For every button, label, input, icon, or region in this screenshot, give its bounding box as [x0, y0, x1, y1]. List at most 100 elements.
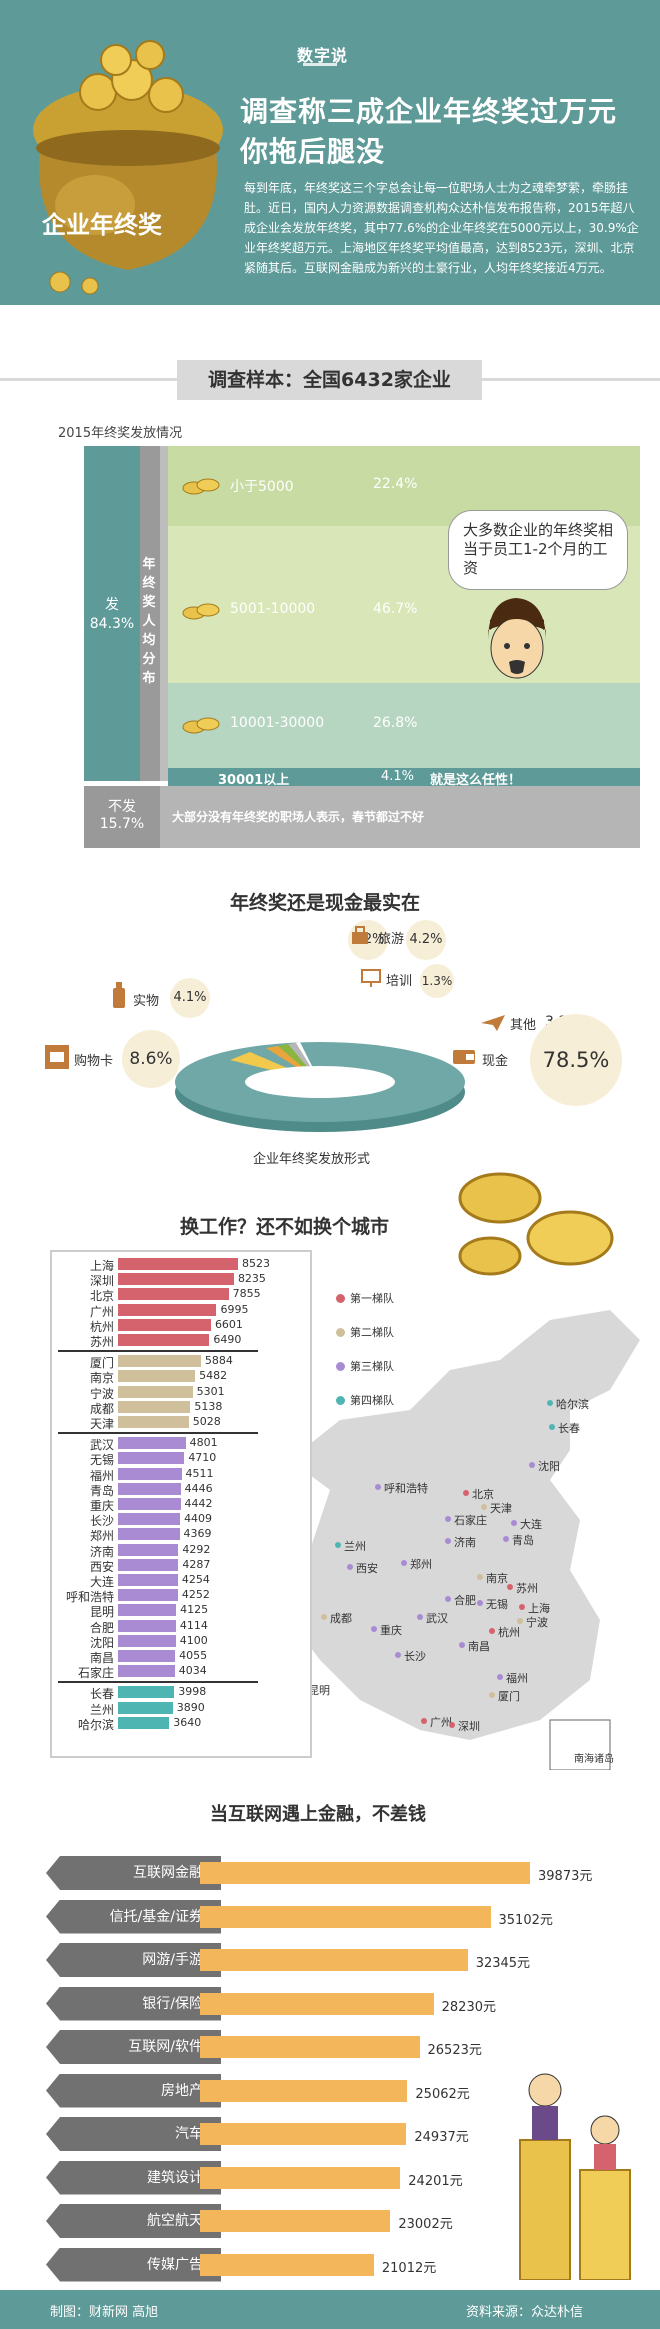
- no-issue-row: [84, 786, 640, 848]
- city-bar: [118, 1355, 201, 1368]
- map-city-dot: [421, 1718, 427, 1724]
- map-city-label: 长沙: [404, 1650, 426, 1663]
- tier-separator: [58, 1432, 258, 1435]
- city-bar-value: 6490: [213, 1333, 242, 1346]
- no-issue-column: 不发 15.7%: [84, 786, 160, 848]
- city-bar: [118, 1370, 196, 1383]
- city-bar: [118, 1604, 177, 1617]
- header-banner: 企业年终奖 数字说 调查称三成企业年终奖过万元 你拖后腿没 每到年底，年终奖这三…: [0, 0, 660, 305]
- city-bar-label: 天津: [89, 1417, 114, 1431]
- footer-bar: 制图：财新网 高旭 资料来源：众达朴信: [0, 2290, 660, 2329]
- city-bar-value: 4409: [184, 1512, 213, 1526]
- city-bar: [118, 1619, 176, 1632]
- legend-label: 第二梯队: [350, 1326, 394, 1339]
- label-goods: 实物: [133, 994, 160, 1009]
- city-bar: [118, 1513, 181, 1526]
- legend-dot: [336, 1396, 345, 1405]
- no-issue-note: 大部分没有年终奖的职场人表示，春节都过不好: [172, 810, 425, 824]
- city-bar-value: 3890: [176, 1700, 205, 1714]
- industry-label: 信托/基金/证券: [46, 1899, 221, 1934]
- source-text: 资料来源：众达朴信: [466, 2305, 584, 2320]
- south-sea-inset-label: 南海诸岛: [574, 1754, 614, 1765]
- band-over-30001: 30001以上 4.1% 就是这么任性！: [168, 768, 640, 788]
- label-card: 购物卡: [74, 1054, 114, 1069]
- donut-caption: 企业年终奖发放形式: [253, 1152, 371, 1167]
- industry-bar: [200, 2036, 420, 2058]
- city-bar-value: 4100: [179, 1633, 208, 1647]
- industry-value: 25062元: [415, 2086, 470, 2102]
- industry-value: 26523元: [427, 2043, 482, 2058]
- industries-title: 当互联网遇上金融，不差钱: [210, 1804, 426, 1825]
- industry-value: 24937元: [414, 2130, 469, 2145]
- industry-value: 21012元: [381, 2260, 437, 2276]
- forms-title: 年终奖还是现金最实在: [230, 892, 421, 914]
- industry-bar: [200, 2079, 408, 2102]
- headline-line1: 调查称三成企业年终奖过万元: [240, 95, 618, 128]
- label-other: 其他: [510, 1018, 537, 1033]
- coins-icon: [182, 717, 220, 734]
- pct-goods: 4.1%: [170, 978, 210, 1018]
- map-city-dot: [459, 1642, 465, 1648]
- map-city-dot: [449, 1722, 455, 1728]
- industry-value: 39873元: [538, 1869, 593, 1884]
- map-city-dot: [445, 1538, 451, 1544]
- city-bar-label: 北京: [89, 1289, 114, 1304]
- map-city-label: 昆明: [308, 1684, 330, 1697]
- industry-bar: [200, 2210, 391, 2232]
- city-bar-label: 兰州: [89, 1702, 114, 1717]
- city-bar-label: 武汉: [89, 1438, 114, 1453]
- band-label: 小于5000: [230, 479, 294, 495]
- map-city-label: 杭州: [498, 1626, 520, 1639]
- map-city-label: 厦门: [498, 1690, 520, 1703]
- city-bar: [118, 1334, 210, 1346]
- industry-label: 房地产: [46, 2073, 221, 2108]
- map-city-dot: [477, 1574, 483, 1580]
- city-bar-label: 大连: [89, 1575, 114, 1589]
- industry-bar: [200, 2253, 374, 2276]
- city-bar-value: 5884: [204, 1354, 233, 1368]
- distribution-caption: 2015年终奖发放情况: [58, 426, 183, 441]
- city-bar-label: 南昌: [89, 1651, 114, 1665]
- city-bar-value: 4252: [181, 1588, 210, 1602]
- map-city-label: 宁波: [526, 1616, 548, 1629]
- shopping-card-icon: [45, 1045, 69, 1069]
- map-city-dot: [463, 1490, 469, 1496]
- band-10001-30000: 10001-30000 26.8%: [168, 683, 640, 768]
- city-bar-label: 深圳: [89, 1274, 114, 1289]
- city-bar-value: 4369: [183, 1527, 212, 1541]
- city-bar-chart: 上海 8523 深圳 8235 北京 7855 广州 6995 杭州 6601 苏州 6490 厦门 58…: [50, 1250, 312, 1758]
- industry-value: 23002元: [398, 2217, 453, 2232]
- china-map: [290, 1310, 640, 1770]
- map-city-dot: [547, 1400, 553, 1406]
- map-city-dot: [445, 1596, 451, 1602]
- band-pct: 46.7%: [373, 601, 418, 617]
- band-note: 就是这么任性！: [430, 773, 522, 788]
- tier-separator: [58, 1350, 258, 1353]
- city-bar-label: 沈阳: [89, 1635, 114, 1650]
- city-bar: [118, 1400, 191, 1413]
- map-city-label: 南京: [486, 1572, 508, 1585]
- city-bar-label: 南京: [89, 1371, 114, 1386]
- brand-logo: 数字说: [297, 46, 349, 65]
- map-city-dot: [477, 1600, 483, 1606]
- goods-icon: [113, 982, 125, 1008]
- city-bar: [118, 1498, 181, 1510]
- per-capita-label: 年终奖人均分布: [142, 557, 156, 686]
- city-bar-label: 杭州: [89, 1319, 114, 1334]
- map-city-dot: [445, 1516, 451, 1522]
- city-bar-label: 合肥: [89, 1620, 114, 1635]
- map-city-label: 苏州: [516, 1582, 538, 1595]
- city-bar-label: 济南: [89, 1544, 114, 1559]
- city-bar-value: 4114: [179, 1618, 208, 1632]
- industry-bar: [200, 1992, 434, 2015]
- map-city-dot: [489, 1628, 495, 1634]
- legend-dot: [336, 1294, 345, 1303]
- city-bar-value: 4801: [189, 1436, 218, 1450]
- issue-yes-label: 发: [105, 597, 119, 613]
- legend-dot: [336, 1328, 345, 1337]
- city-bar-value: 3998: [178, 1685, 207, 1699]
- map-city-dot: [401, 1560, 407, 1566]
- city-bar-label: 重庆: [89, 1499, 114, 1513]
- map-city-dot: [517, 1618, 523, 1624]
- map-city-label: 沈阳: [538, 1460, 560, 1473]
